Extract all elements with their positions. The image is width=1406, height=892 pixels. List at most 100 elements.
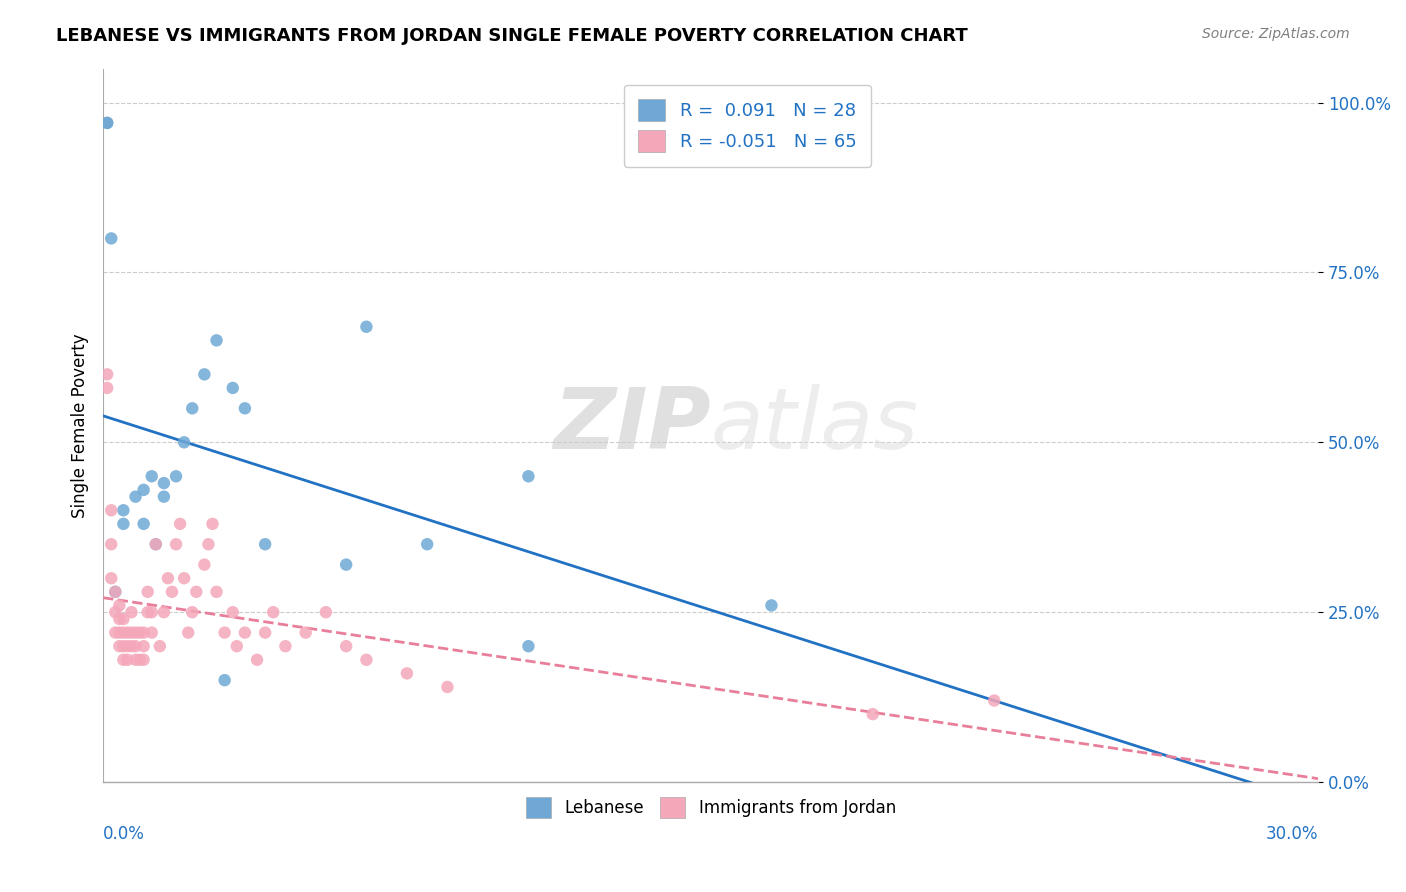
Point <box>132 639 155 653</box>
Point <box>246 653 269 667</box>
Point <box>862 707 884 722</box>
Point <box>132 483 155 497</box>
Point <box>121 625 143 640</box>
Point <box>335 639 357 653</box>
Point <box>124 653 146 667</box>
Text: Source: ZipAtlas.com: Source: ZipAtlas.com <box>1202 27 1350 41</box>
Point <box>100 231 122 245</box>
Point <box>156 571 179 585</box>
Point <box>395 666 418 681</box>
Point <box>315 605 337 619</box>
Point <box>96 368 118 382</box>
Point <box>169 516 191 531</box>
Point <box>112 503 135 517</box>
Point <box>100 503 122 517</box>
Point <box>165 537 187 551</box>
Point <box>108 639 131 653</box>
Point <box>153 490 176 504</box>
Text: 30.0%: 30.0% <box>1265 825 1319 843</box>
Point <box>225 639 247 653</box>
Point <box>145 537 167 551</box>
Point <box>136 584 159 599</box>
Point <box>181 401 204 416</box>
Point <box>214 625 236 640</box>
Point <box>761 599 783 613</box>
Point <box>132 653 155 667</box>
Point <box>108 599 131 613</box>
Point <box>222 605 245 619</box>
Point <box>132 516 155 531</box>
Point <box>117 653 139 667</box>
Point <box>193 368 215 382</box>
Point <box>222 381 245 395</box>
Point <box>153 476 176 491</box>
Point <box>100 537 122 551</box>
Point <box>96 116 118 130</box>
Point <box>124 639 146 653</box>
Point <box>201 516 224 531</box>
Point <box>117 625 139 640</box>
Point <box>436 680 458 694</box>
Point <box>104 625 127 640</box>
Point <box>173 435 195 450</box>
Point <box>128 625 150 640</box>
Point <box>112 653 135 667</box>
Point <box>141 625 163 640</box>
Point <box>104 584 127 599</box>
Point <box>254 625 277 640</box>
Text: ZIP: ZIP <box>553 384 710 467</box>
Point <box>112 612 135 626</box>
Point <box>262 605 284 619</box>
Point <box>356 653 378 667</box>
Text: LEBANESE VS IMMIGRANTS FROM JORDAN SINGLE FEMALE POVERTY CORRELATION CHART: LEBANESE VS IMMIGRANTS FROM JORDAN SINGL… <box>56 27 967 45</box>
Point <box>100 571 122 585</box>
Text: atlas: atlas <box>710 384 918 467</box>
Point <box>141 605 163 619</box>
Point <box>132 625 155 640</box>
Point <box>112 516 135 531</box>
Point <box>517 469 540 483</box>
Point <box>112 639 135 653</box>
Point <box>96 116 118 130</box>
Point <box>145 537 167 551</box>
Point <box>128 653 150 667</box>
Point <box>193 558 215 572</box>
Point <box>517 639 540 653</box>
Point <box>124 490 146 504</box>
Point <box>141 469 163 483</box>
Point <box>104 584 127 599</box>
Point <box>177 625 200 640</box>
Point <box>153 605 176 619</box>
Point <box>205 584 228 599</box>
Point <box>181 605 204 619</box>
Point <box>149 639 172 653</box>
Text: 0.0%: 0.0% <box>103 825 145 843</box>
Point <box>254 537 277 551</box>
Legend: Lebanese, Immigrants from Jordan: Lebanese, Immigrants from Jordan <box>512 784 910 830</box>
Y-axis label: Single Female Poverty: Single Female Poverty <box>72 333 89 517</box>
Point <box>112 625 135 640</box>
Point <box>173 571 195 585</box>
Point <box>186 584 208 599</box>
Point <box>124 625 146 640</box>
Point <box>160 584 183 599</box>
Point <box>233 625 256 640</box>
Point <box>205 334 228 348</box>
Point <box>356 319 378 334</box>
Point <box>335 558 357 572</box>
Point <box>121 605 143 619</box>
Point <box>121 639 143 653</box>
Point <box>108 625 131 640</box>
Point <box>117 639 139 653</box>
Point <box>983 693 1005 707</box>
Point <box>233 401 256 416</box>
Point <box>214 673 236 688</box>
Point <box>108 612 131 626</box>
Point <box>136 605 159 619</box>
Point <box>416 537 439 551</box>
Point <box>294 625 316 640</box>
Point <box>104 605 127 619</box>
Point <box>165 469 187 483</box>
Point <box>274 639 297 653</box>
Point <box>96 381 118 395</box>
